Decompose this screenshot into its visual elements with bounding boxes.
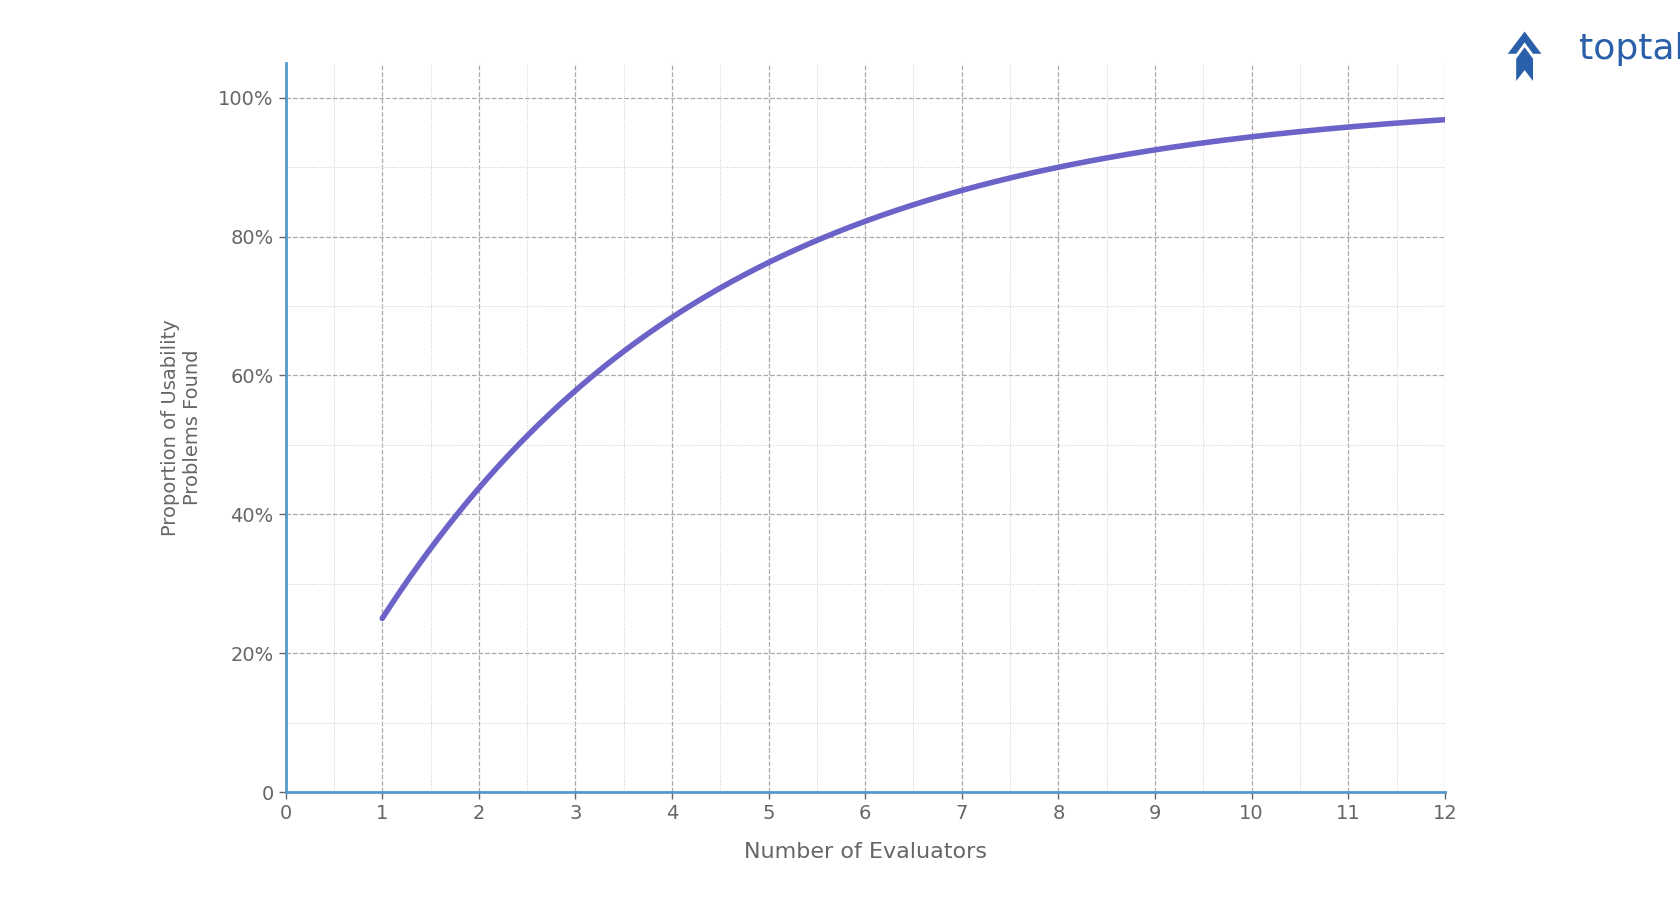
X-axis label: Number of Evaluators: Number of Evaluators xyxy=(744,842,986,862)
Polygon shape xyxy=(1517,48,1534,81)
Text: toptal: toptal xyxy=(1579,32,1680,67)
Polygon shape xyxy=(1509,32,1542,54)
Y-axis label: Proportion of Usability
Problems Found: Proportion of Usability Problems Found xyxy=(161,320,202,536)
